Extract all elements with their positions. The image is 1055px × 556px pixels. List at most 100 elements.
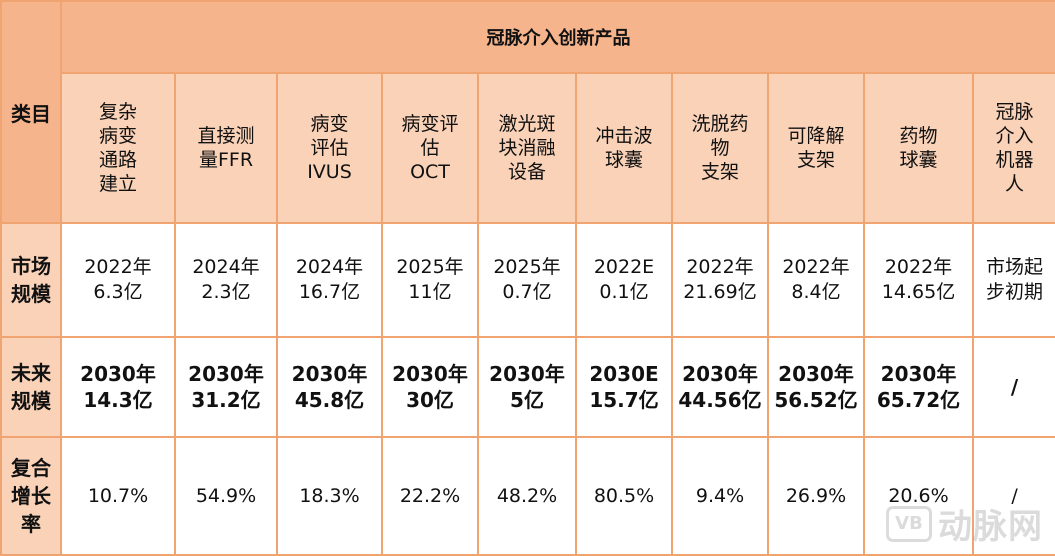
cell-line: 支架 — [796, 149, 835, 171]
table-cell: 2024年 2.3亿 — [174, 222, 278, 338]
table-cell: 20.6% — [863, 436, 974, 556]
row-label: 市场 规模 — [0, 222, 62, 338]
cell-line: 机器 — [995, 149, 1034, 171]
table-cell: / — [971, 436, 1055, 556]
cell-line: 药物 — [899, 125, 938, 147]
cell-line: 2025年 — [493, 256, 561, 278]
column-header: 激光斑 块消融 设备 — [477, 72, 577, 224]
cell-line: 病变 — [98, 125, 137, 147]
cell-line: 30亿 — [406, 388, 454, 412]
table-cell: 2022年 6.3亿 — [60, 222, 176, 338]
table-cell: 26.9% — [767, 436, 865, 556]
cell-line: 2030年 — [778, 362, 854, 386]
cell-line: 球囊 — [604, 149, 643, 171]
cell-line: 15.7亿 — [589, 388, 659, 412]
table-cell: 2030E 15.7亿 — [575, 336, 673, 438]
cell-line: 14.65亿 — [881, 281, 956, 303]
table-cell: 2030年 56.52亿 — [767, 336, 865, 438]
column-header: 病变 评估 IVUS — [276, 72, 383, 224]
cell-line: 2022E — [593, 256, 655, 278]
cell-line: 病变 — [310, 113, 349, 135]
table-row-future-size: 未来 规模 2030年 14.3亿 2030年 31.2亿 2030年 45.8亿 2030年 3… — [0, 336, 1055, 438]
cell-line: 直接测 — [197, 125, 255, 147]
cell-line: 2024年 — [295, 256, 364, 278]
table-cell: 48.2% — [477, 436, 577, 556]
row-label: 复合 增长率 — [0, 436, 62, 556]
cell-line: 54.9% — [195, 485, 257, 507]
cell-line: 估 — [420, 137, 440, 159]
cell-line: 2030年 — [489, 362, 565, 386]
watermark-text: 动脉网 — [938, 507, 1043, 547]
cell-line: 介入 — [995, 125, 1034, 147]
column-header: 冲击波 球囊 — [575, 72, 673, 224]
cell-line: 可降解 — [787, 125, 845, 147]
group-title: 冠脉介入创新产品 — [59, 0, 1055, 74]
cell-line: 2030年 — [392, 362, 468, 386]
cell-line: 步初期 — [986, 281, 1044, 303]
cell-line: 2030年 — [291, 362, 368, 386]
cell-line: 2030年 — [682, 362, 758, 386]
cell-line: 2022年 — [782, 256, 850, 278]
cell-line: 冲击波 — [595, 125, 653, 147]
cell-line: 22.2% — [399, 485, 461, 507]
cell-line: 45.8亿 — [294, 388, 365, 412]
column-header-row: 复杂 病变 通路 建立 直接测 量FFR 病变 评估 IVUS 病变评估 OCT 激光斑 块消融 设备 冲击… — [1, 72, 1055, 224]
table-cell: 2030年 65.72亿 — [863, 336, 974, 438]
cell-line: 65.72亿 — [876, 388, 961, 412]
cell-line: 设备 — [507, 161, 546, 183]
cell-line: 2022年 — [686, 256, 754, 278]
table-cell: / — [971, 336, 1055, 438]
table-cell: 2030年 30亿 — [381, 336, 479, 438]
cell-line: 通路 — [98, 149, 137, 171]
cell-line: 11亿 — [408, 281, 452, 303]
table-cell: 2022年 21.69亿 — [671, 222, 769, 338]
cell-line: 支架 — [700, 161, 739, 183]
cell-line: 2030年 — [80, 362, 156, 386]
cell-line: 2025年 — [396, 256, 464, 278]
cell-line: 2.3亿 — [201, 281, 251, 303]
cell-line: 规模 — [11, 389, 51, 413]
row-label: 未来 规模 — [0, 336, 62, 438]
cell-line: 9.4% — [695, 485, 745, 507]
cell-line: 6.3亿 — [93, 281, 143, 303]
table-row-market-size: 市场 规模 2022年 6.3亿 2024年 2.3亿 2024年 16.7亿 2025年 11亿… — [0, 222, 1055, 338]
table-cell: 2025年 11亿 — [381, 222, 479, 338]
cell-line: 44.56亿 — [678, 388, 762, 412]
cell-line: 2024年 — [192, 256, 260, 278]
cell-line: 2030年 — [188, 362, 264, 386]
cell-line: 80.5% — [593, 485, 655, 507]
table-cell: 市场起 步初期 — [971, 222, 1055, 338]
table-cell: 2030年 44.56亿 — [671, 336, 769, 438]
table-cell: 2022E 0.1亿 — [575, 222, 673, 338]
watermark: VB 动脉网 — [886, 499, 1043, 548]
table-cell: 10.7% — [60, 436, 176, 556]
cell-line: IVUS — [307, 161, 352, 183]
cell-line: 冠脉 — [995, 101, 1034, 123]
cell-line: 建立 — [98, 173, 137, 195]
table-cell: 2030年 31.2亿 — [174, 336, 278, 438]
cell-line: 增长 — [11, 484, 51, 508]
cell-line: 率 — [21, 512, 41, 536]
table-row-cagr: 复合 增长率 10.7% 54.9% 18.3% 22.2% 48.2% 80.5% 9.4% 2… — [0, 436, 1055, 556]
table-cell: 2022年 14.65亿 — [863, 222, 974, 338]
cell-line: 2030E — [589, 362, 659, 386]
cell-line: 0.1亿 — [599, 281, 649, 303]
cell-line: 未来 — [11, 361, 51, 385]
cell-line: 球囊 — [899, 149, 938, 171]
column-header: 冠脉 介入 机器人 — [971, 72, 1055, 224]
table-cell: 80.5% — [575, 436, 673, 556]
cell-line: 31.2亿 — [191, 388, 261, 412]
cell-line: 2022年 — [84, 256, 152, 278]
cell-line: 2022年 — [884, 256, 953, 278]
table-cell: 22.2% — [381, 436, 479, 556]
cell-line: 8.4亿 — [791, 281, 841, 303]
cell-line: / — [1011, 485, 1018, 507]
table-cell: 2024年 16.7亿 — [276, 222, 383, 338]
category-header: 类目 — [0, 0, 62, 224]
column-header: 病变评估 OCT — [381, 72, 479, 224]
cell-line: 5亿 — [510, 388, 544, 412]
column-header: 复杂 病变 通路 建立 — [60, 72, 176, 224]
table-cell: 2030年 14.3亿 — [60, 336, 176, 438]
cell-line: 复杂 — [98, 101, 137, 123]
